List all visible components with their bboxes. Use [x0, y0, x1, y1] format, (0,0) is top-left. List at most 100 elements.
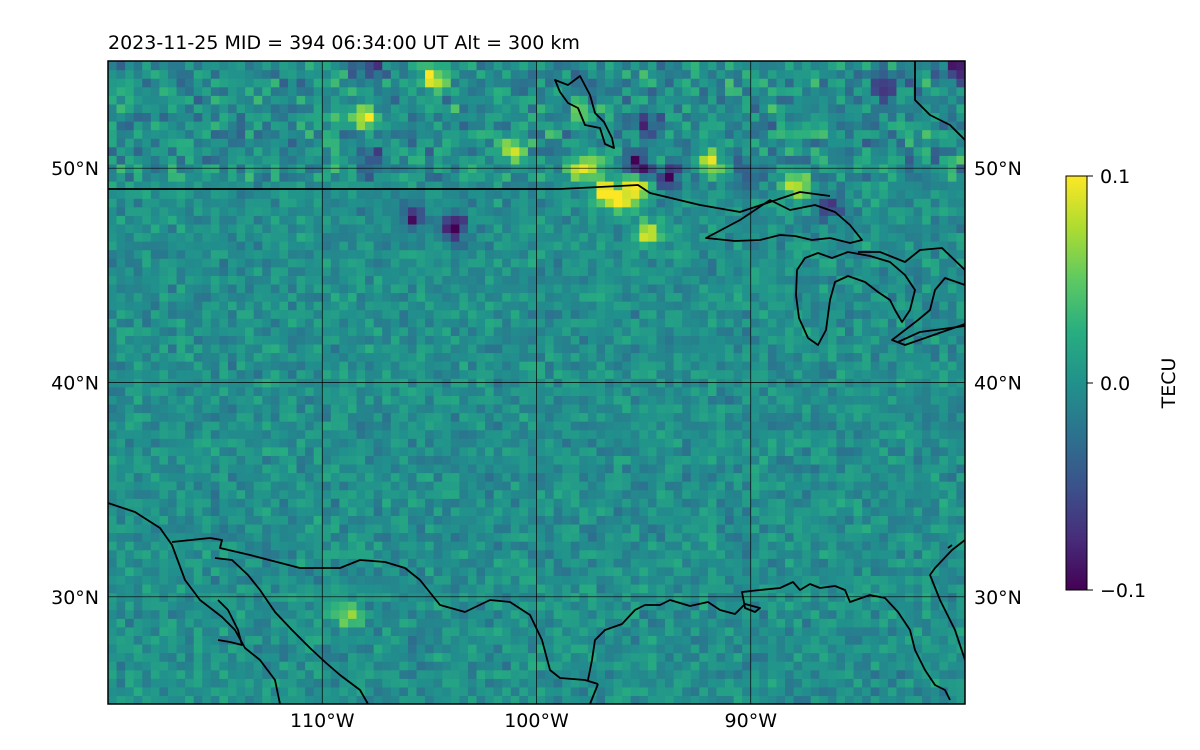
- tec-pixel: [159, 446, 169, 456]
- tec-pixel: [939, 438, 949, 448]
- tec-pixel: [253, 686, 263, 697]
- tec-pixel: [339, 335, 349, 345]
- tec-pixel: [733, 481, 743, 491]
- tec-pixel: [845, 395, 855, 405]
- tec-pixel: [630, 309, 640, 319]
- tec-pixel: [853, 326, 863, 336]
- tec-pixel: [322, 652, 332, 662]
- tec-pixel: [270, 618, 280, 628]
- tec-pixel: [202, 652, 212, 662]
- tec-pixel: [913, 343, 923, 354]
- tec-pixel: [167, 446, 178, 456]
- tec-pixel: [579, 421, 589, 431]
- tec-pixel: [793, 678, 803, 688]
- tec-pixel: [939, 523, 949, 534]
- tec-pixel: [510, 678, 520, 688]
- tec-pixel: [862, 498, 872, 508]
- tec-pixel: [176, 541, 186, 551]
- tec-pixel: [450, 618, 460, 628]
- tec-pixel: [270, 498, 280, 508]
- tec-pixel: [630, 532, 640, 542]
- tec-pixel: [296, 438, 306, 448]
- tec-pixel: [836, 403, 846, 414]
- tec-pixel: [193, 343, 203, 354]
- tec-pixel: [562, 618, 572, 628]
- tec-pixel: [322, 318, 332, 328]
- tec-pixel: [270, 549, 280, 559]
- tec-pixel: [227, 678, 238, 688]
- tec-pixel: [108, 618, 118, 628]
- tec-pixel: [442, 523, 452, 534]
- tec-pixel: [425, 421, 435, 431]
- tec-pixel: [416, 669, 426, 679]
- tec-pixel: [733, 635, 743, 645]
- tec-pixel: [407, 361, 418, 371]
- tec-pixel: [605, 301, 615, 311]
- tec-pixel: [802, 352, 812, 362]
- tec-pixel: [279, 635, 289, 645]
- tec-pixel: [887, 361, 898, 371]
- tec-pixel: [810, 386, 820, 396]
- tec-pixel: [296, 446, 306, 456]
- tec-pixel: [296, 335, 306, 345]
- tec-pixel: [622, 395, 632, 405]
- tec-pixel: [647, 472, 658, 482]
- tec-pixel: [210, 583, 221, 594]
- tec-pixel: [313, 489, 323, 499]
- tec-pixel: [330, 669, 340, 679]
- tec-pixel: [322, 669, 332, 679]
- tec-pixel: [733, 369, 743, 379]
- tec-pixel: [176, 326, 186, 336]
- tec-pixel: [665, 558, 675, 568]
- tec-pixel: [296, 652, 306, 662]
- tec-pixel: [596, 489, 606, 499]
- tec-pixel: [742, 403, 752, 414]
- tec-pixel: [913, 326, 923, 336]
- tec-pixel: [930, 635, 940, 645]
- tec-pixel: [690, 669, 700, 679]
- tec-pixel: [339, 343, 349, 354]
- tec-pixel: [485, 489, 495, 499]
- tec-pixel: [442, 532, 452, 542]
- tec-pixel: [862, 335, 872, 345]
- tec-pixel: [922, 695, 932, 704]
- tec-pixel: [407, 489, 418, 499]
- tec-pixel: [476, 421, 486, 431]
- tec-pixel: [296, 643, 306, 654]
- tec-pixel: [827, 386, 838, 396]
- tec-pixel: [270, 361, 280, 371]
- tec-pixel: [459, 335, 469, 345]
- tec-pixel: [759, 549, 769, 559]
- tec-pixel: [605, 506, 615, 516]
- tec-pixel: [596, 429, 606, 439]
- tec-pixel: [339, 472, 349, 482]
- tec-pixel: [373, 309, 383, 319]
- tec-pixel: [596, 395, 606, 405]
- tec-pixel: [450, 669, 460, 679]
- tec-pixel: [879, 421, 889, 431]
- tec-pixel: [905, 335, 915, 345]
- tec-pixel: [245, 386, 255, 396]
- tec-pixel: [819, 532, 829, 542]
- tec-pixel: [553, 403, 563, 414]
- tec-pixel: [287, 343, 298, 354]
- tec-pixel: [108, 472, 118, 482]
- tec-pixel: [219, 463, 229, 474]
- tec-pixel: [776, 541, 786, 551]
- tec-pixel: [673, 652, 683, 662]
- tec-pixel: [562, 506, 572, 516]
- tec-pixel: [467, 575, 478, 585]
- tec-pixel: [510, 386, 520, 396]
- tec-pixel: [219, 515, 229, 525]
- tec-pixel: [879, 618, 889, 628]
- tec-pixel: [133, 575, 143, 585]
- tec-pixel: [759, 575, 769, 585]
- tec-pixel: [313, 626, 323, 637]
- tec-pixel: [279, 686, 289, 697]
- tec-pixel: [545, 669, 555, 679]
- tec-pixel: [545, 549, 555, 559]
- tec-pixel: [527, 678, 538, 688]
- tec-pixel: [185, 635, 195, 645]
- tec-pixel: [862, 318, 872, 328]
- tec-pixel: [210, 481, 221, 491]
